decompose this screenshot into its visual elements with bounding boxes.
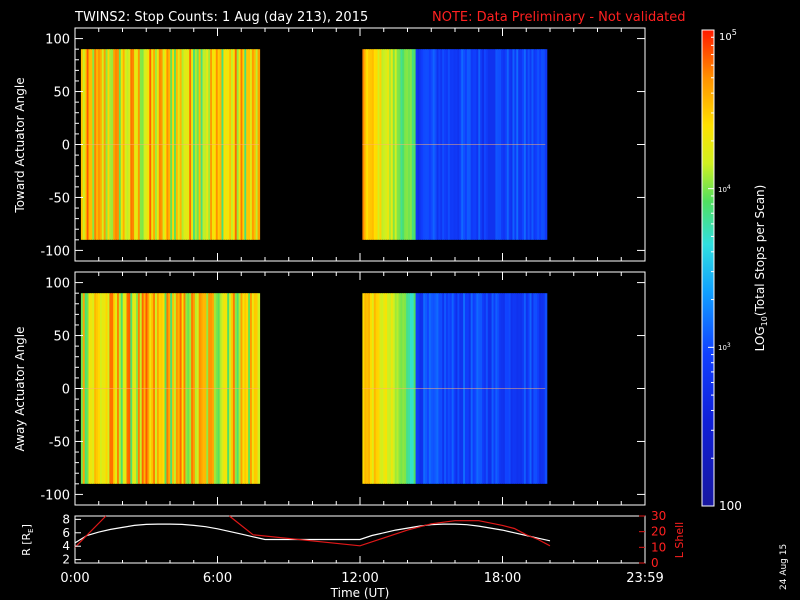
toward-ytick-label-0: 0	[62, 139, 70, 154]
x-tick-label-3: 18:00	[484, 571, 521, 586]
away-heatmap	[80, 293, 548, 484]
colorbar-bottom-label: 100	[719, 499, 742, 513]
away-ytick-label-50: 50	[53, 330, 70, 345]
colorbar-ticks	[708, 36, 714, 507]
colorbar-mid-label: 104	[718, 184, 731, 194]
toward-heatmap	[80, 49, 548, 240]
orbit-lines	[74, 515, 551, 548]
colorbar: 105 104 103 100 LOG10(Total Stops per Sc…	[701, 28, 769, 513]
series-l-shell-1	[229, 515, 551, 547]
toward-ytick-label-100: 100	[45, 33, 70, 48]
orbit-rtick-label-30: 30	[651, 509, 666, 523]
away-y-axis: 100 50 0 -50 -100	[40, 271, 645, 506]
orbit-rtick-label-20: 20	[651, 525, 666, 539]
toward-column-190	[544, 49, 548, 240]
orbit-rtick-label-0: 0	[651, 556, 659, 570]
toward-x-ticks	[74, 28, 646, 261]
colorbar-low-label: 103	[718, 342, 731, 352]
away-ytick-label--50: -50	[49, 435, 70, 450]
date-stamp: 24 Aug 15	[779, 544, 789, 590]
figure-title: TWINS2: Stop Counts: 1 Aug (day 213), 20…	[74, 10, 368, 25]
away-ytick-label--100: -100	[40, 488, 70, 503]
x-tick-label-0: 0:00	[60, 571, 89, 586]
x-tick-label-1: 6:00	[203, 571, 232, 586]
series-r-0	[74, 523, 551, 544]
colorbar-label: LOG10(Total Stops per Scan)	[753, 185, 769, 352]
orbit-right-label: L Shell	[673, 522, 686, 558]
away-column-190	[544, 293, 548, 484]
toward-y-axis: 100 50 0 -50 -100	[40, 27, 645, 262]
x-tick-label-4: 23:59	[626, 571, 663, 586]
preliminary-note: NOTE: Data Preliminary - Not validated	[432, 10, 686, 25]
orbit-x-axis: 0:00 6:00 12:00 18:00 23:59	[60, 556, 664, 586]
away-ytick-label-100: 100	[45, 277, 70, 292]
orbit-rtick-label-10: 10	[651, 540, 666, 554]
orbit-left-label: R [RE]	[20, 524, 35, 556]
away-y-label: Away Actuator Angle	[13, 326, 27, 451]
toward-ytick-label--50: -50	[49, 191, 70, 206]
away-x-ticks	[74, 272, 646, 505]
orbit-ltick-label-6: 6	[62, 526, 70, 540]
orbit-ltick-label-2: 2	[62, 553, 70, 567]
toward-y-label: Toward Actuator Angle	[13, 77, 27, 213]
colorbar-top-label: 105	[719, 28, 737, 43]
orbit-ltick-label-4: 4	[62, 539, 70, 553]
x-axis-label: Time (UT)	[330, 586, 390, 600]
series-l-shell-0	[74, 515, 107, 548]
toward-ytick-label-50: 50	[53, 86, 70, 101]
away-ytick-label-0: 0	[62, 383, 70, 398]
toward-ytick-label--100: -100	[40, 244, 70, 259]
away-angle-panel: 100 50 0 -50 -100 Away Actuator Angle	[13, 271, 646, 506]
colorbar-gradient	[702, 30, 714, 506]
toward-angle-panel: 100 50 0 -50 -100 Toward Actuator Angle	[13, 27, 646, 262]
orbit-ltick-label-8: 8	[62, 512, 70, 526]
x-tick-label-2: 12:00	[341, 571, 378, 586]
